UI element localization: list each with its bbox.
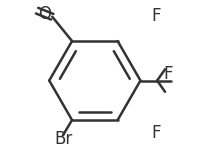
Text: F: F — [151, 7, 160, 25]
Text: Br: Br — [55, 130, 73, 148]
Text: O: O — [39, 5, 52, 23]
Text: F: F — [163, 66, 173, 83]
Text: F: F — [151, 124, 160, 142]
